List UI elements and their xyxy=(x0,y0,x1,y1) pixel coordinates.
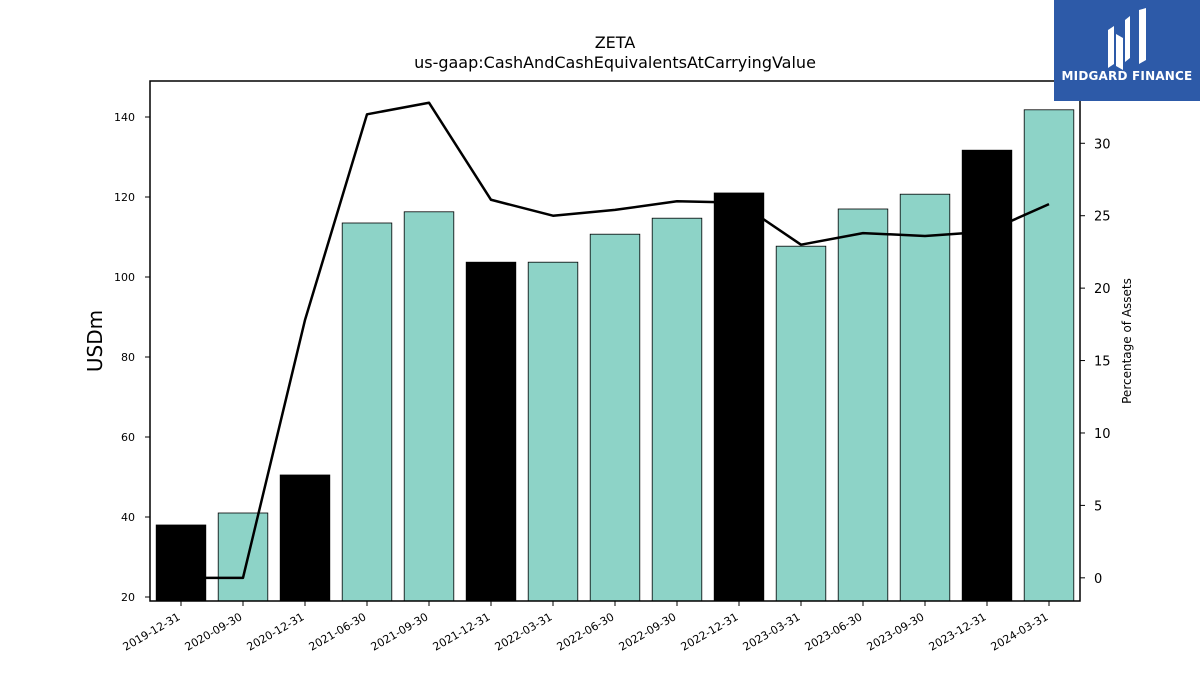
y-tick-label: 140 xyxy=(114,111,135,124)
x-tick-label: 2024-03-31 xyxy=(989,610,1051,653)
midgard-finance-logo: MIDGARD FINANCE xyxy=(1054,0,1200,101)
percentage-line xyxy=(181,101,1050,580)
x-tick-label: 2020-12-31 xyxy=(245,610,307,653)
y-axis-label: USDm xyxy=(83,310,107,372)
y-tick-label: 100 xyxy=(114,271,135,284)
logo-text: MIDGARD FINANCE xyxy=(1061,69,1193,83)
bar-2022-03-31 xyxy=(527,261,579,602)
left-y-axis: 20 40 60 80 100 120 140 xyxy=(114,111,150,604)
bar-2022-09-30 xyxy=(651,217,703,602)
y2-tick-label: 5 xyxy=(1094,499,1102,514)
x-axis: 2019-12-31 2020-09-30 2020-12-31 2021-06-30… xyxy=(121,601,1051,654)
line-layer xyxy=(181,101,1050,580)
bar-2021-06-30 xyxy=(341,222,393,602)
chart-title: ZETA xyxy=(595,33,636,52)
chart-subtitle: us-gaap:CashAndCashEquivalentsAtCarrying… xyxy=(414,53,816,72)
bar-2023-06-30 xyxy=(837,208,889,602)
bar-2023-12-31 xyxy=(961,149,1013,602)
x-tick-label: 2023-03-31 xyxy=(741,610,803,653)
x-tick-label: 2021-12-31 xyxy=(431,610,493,653)
right-y-axis-label: Percentage of Assets xyxy=(1120,278,1134,404)
x-tick-label: 2022-06-30 xyxy=(555,610,617,653)
right-y-axis: 0 5 10 15 20 25 30 xyxy=(1080,137,1111,587)
bar-2022-06-30 xyxy=(589,233,641,602)
bar-group xyxy=(155,109,1075,602)
x-tick-label: 2019-12-31 xyxy=(121,610,183,653)
y2-tick-label: 0 xyxy=(1094,572,1102,587)
x-tick-label: 2020-09-30 xyxy=(183,610,245,653)
x-tick-label: 2023-12-31 xyxy=(927,610,989,653)
x-tick-label: 2022-12-31 xyxy=(679,610,741,653)
x-tick-label: 2021-06-30 xyxy=(307,610,369,653)
x-tick-label: 2022-09-30 xyxy=(617,610,679,653)
y2-tick-label: 10 xyxy=(1094,427,1111,442)
bar-2023-03-31 xyxy=(775,245,827,602)
bar-2024-03-31 xyxy=(1023,109,1075,602)
y-tick-label: 20 xyxy=(121,591,135,604)
x-tick-label: 2022-03-31 xyxy=(493,610,555,653)
y2-tick-label: 20 xyxy=(1094,282,1111,297)
y-tick-label: 40 xyxy=(121,511,135,524)
bar-2021-12-31 xyxy=(465,261,517,602)
y2-tick-label: 25 xyxy=(1094,210,1111,225)
x-tick-label: 2023-06-30 xyxy=(803,610,865,653)
logo-mark-icon xyxy=(1108,8,1146,70)
y2-tick-label: 15 xyxy=(1094,355,1111,370)
y-tick-label: 120 xyxy=(114,191,135,204)
bar-2022-12-31 xyxy=(713,192,765,602)
y-tick-label: 60 xyxy=(121,431,135,444)
bar-2021-09-30 xyxy=(403,211,455,602)
bar-2020-12-31 xyxy=(279,474,331,602)
bar-2020-09-30 xyxy=(217,512,269,602)
x-tick-label: 2021-09-30 xyxy=(369,610,431,653)
y2-tick-label: 30 xyxy=(1094,137,1111,152)
bar-2023-09-30 xyxy=(899,193,951,602)
bar-2019-12-31 xyxy=(155,524,207,602)
y-tick-label: 80 xyxy=(121,351,135,364)
x-tick-label: 2023-09-30 xyxy=(865,610,927,653)
